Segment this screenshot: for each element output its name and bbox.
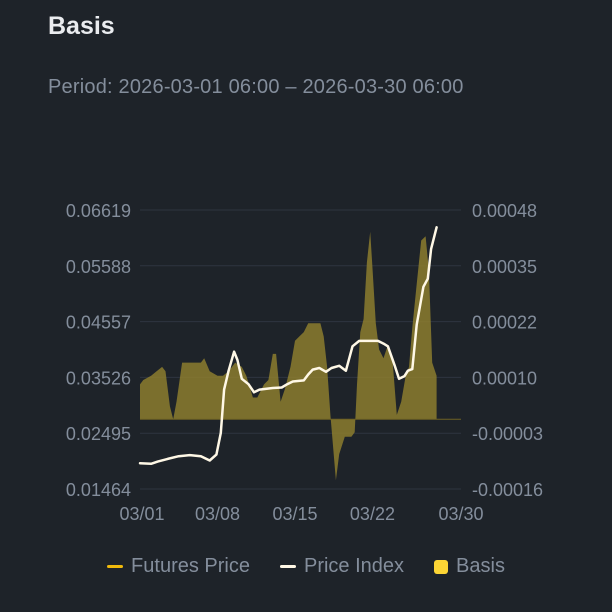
x-tick-label: 03/08: [195, 504, 240, 524]
y-left-tick-label: 0.06619: [66, 201, 131, 221]
legend-label-price-index: Price Index: [303, 555, 405, 577]
legend-swatch-price-index: [279, 565, 296, 568]
chart-title: Basis: [48, 12, 115, 40]
legend-item-futures-price[interactable]: Futures Price: [107, 555, 250, 578]
legend-label-basis: Basis: [456, 555, 505, 577]
x-tick-label: 03/30: [438, 504, 483, 524]
x-tick-label: 03/22: [350, 504, 395, 524]
y-left-tick-label: 0.02495: [66, 424, 131, 444]
chart-legend: Futures Price Price Index Basis: [0, 555, 612, 578]
y-right-tick-label: 0.00035: [472, 257, 537, 277]
legend-swatch-futures-price: [107, 565, 124, 568]
y-left-tick-label: 0.04557: [66, 313, 131, 333]
legend-label-futures-price: Futures Price: [131, 555, 250, 577]
x-tick-label: 03/01: [119, 504, 164, 524]
basis-chart: 0.06619 0.00048 0.05588 0.00035 0.04557 0.000…: [66, 201, 543, 524]
legend-item-basis[interactable]: Basis: [434, 555, 505, 578]
y-left-tick-label: 0.05588: [66, 257, 131, 277]
x-tick-label: 03/15: [272, 504, 317, 524]
legend-item-price-index[interactable]: Price Index: [279, 555, 405, 578]
period-range: Period: 2026-03-01 06:00 – 2026-03-30 06…: [48, 76, 464, 98]
y-right-tick-label: -0.00016: [472, 480, 543, 500]
legend-swatch-basis: [434, 559, 449, 574]
y-left-tick-label: 0.01464: [66, 480, 131, 500]
y-left-tick-label: 0.03526: [66, 368, 131, 388]
basis-area: [140, 231, 437, 481]
y-right-tick-label: -0.00003: [472, 424, 543, 444]
y-right-tick-label: 0.00010: [472, 368, 537, 388]
price-index-line: [138, 226, 438, 466]
y-right-tick-label: 0.00022: [472, 313, 537, 333]
y-right-tick-label: 0.00048: [472, 201, 537, 221]
